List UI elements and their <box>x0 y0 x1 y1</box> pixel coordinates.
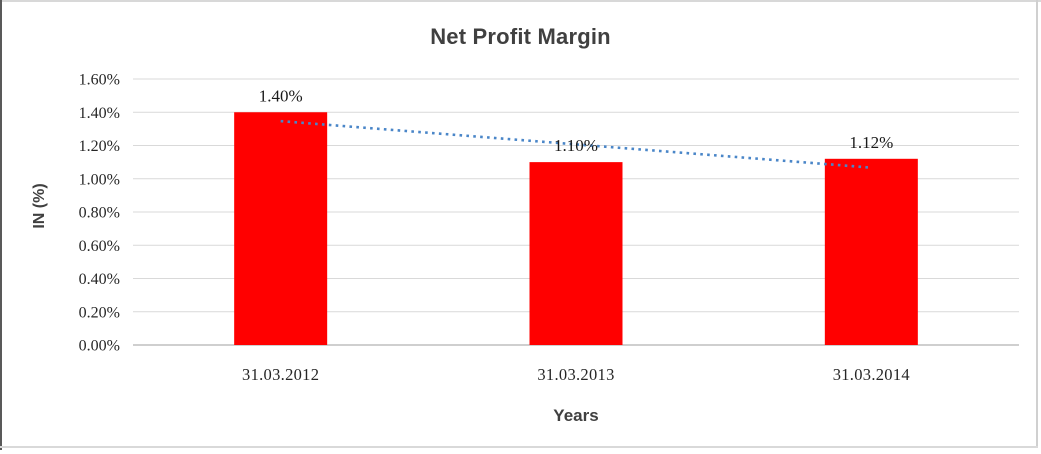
y-tick-label: 1.40% <box>79 105 120 122</box>
category-label: 31.03.2012 <box>242 365 319 384</box>
frame-border-bottom <box>0 446 1038 448</box>
y-tick-label: 0.80% <box>79 205 120 222</box>
category-label: 31.03.2014 <box>833 365 910 384</box>
frame-border-left <box>0 0 2 450</box>
bar <box>824 158 918 345</box>
y-tick-label: 0.00% <box>79 338 120 355</box>
frame-border-top <box>0 0 1041 2</box>
y-tick-label: 0.20% <box>79 304 120 321</box>
category-label: 31.03.2013 <box>537 365 614 384</box>
y-tick-label: 0.40% <box>79 271 120 288</box>
chart-title: Net Profit Margin <box>430 24 611 49</box>
y-tick-label: 1.60% <box>79 72 120 89</box>
y-tick-label: 0.60% <box>79 238 120 255</box>
data-label: 1.12% <box>849 133 893 152</box>
bar <box>529 162 623 345</box>
y-axis-title: IN (%) <box>31 183 48 229</box>
bar <box>234 112 328 345</box>
trendline <box>280 119 872 169</box>
frame-border-right <box>1036 0 1038 448</box>
y-tick-label: 1.20% <box>79 138 120 155</box>
data-label: 1.40% <box>259 86 303 105</box>
x-axis-title: Years <box>553 406 599 425</box>
y-tick-label: 1.00% <box>79 171 120 188</box>
data-label: 1.10% <box>554 136 598 155</box>
